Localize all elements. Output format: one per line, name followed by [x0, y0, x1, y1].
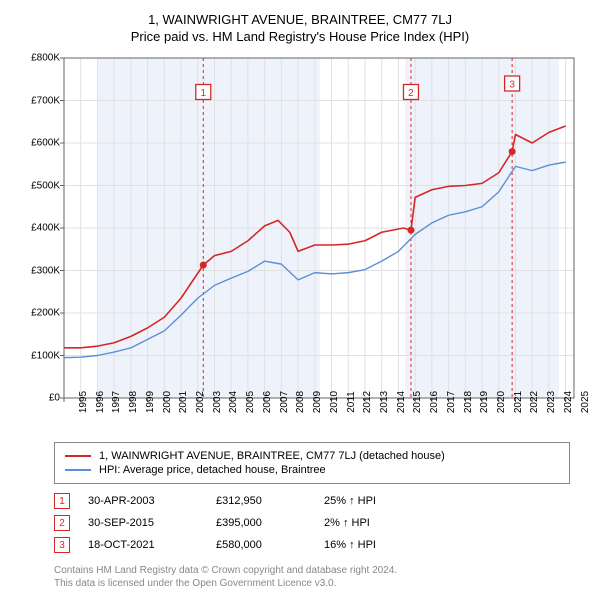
legend-swatch: [65, 469, 91, 471]
event-price: £312,950: [216, 495, 306, 507]
event-date: 30-SEP-2015: [88, 517, 198, 529]
legend-label: 1, WAINWRIGHT AVENUE, BRAINTREE, CM77 7L…: [99, 450, 445, 462]
event-table: 1 30-APR-2003 £312,950 25% ↑ HPI 2 30-SEP-201…: [54, 490, 570, 556]
event-price: £580,000: [216, 539, 306, 551]
y-tick-label: £800K: [31, 53, 60, 64]
legend-swatch: [65, 455, 91, 457]
line-chart: 1 2 3: [20, 52, 580, 404]
chart-title: 1, WAINWRIGHT AVENUE, BRAINTREE, CM77 7L…: [10, 12, 590, 27]
x-tick-label: 2025: [566, 391, 591, 413]
event-row: 2 30-SEP-2015 £395,000 2% ↑ HPI: [54, 512, 570, 534]
event-row: 3 18-OCT-2021 £580,000 16% ↑ HPI: [54, 534, 570, 556]
chart-container: 1 2 3 £0 £100K £200K £300K £400K £500K £600K £700…: [20, 52, 580, 432]
footer-line-1: Contains HM Land Registry data © Crown c…: [54, 564, 570, 577]
svg-text:2: 2: [408, 88, 414, 99]
y-tick-label: £0: [49, 393, 60, 404]
footer-line-2: This data is licensed under the Open Gov…: [54, 577, 570, 590]
legend-item: HPI: Average price, detached house, Brai…: [65, 463, 559, 477]
y-tick-label: £700K: [31, 95, 60, 106]
event-badge: 2: [54, 515, 70, 531]
event-price: £395,000: [216, 517, 306, 529]
event-delta: 2% ↑ HPI: [324, 517, 424, 529]
legend: 1, WAINWRIGHT AVENUE, BRAINTREE, CM77 7L…: [54, 442, 570, 484]
event-badge: 1: [54, 493, 70, 509]
legend-item: 1, WAINWRIGHT AVENUE, BRAINTREE, CM77 7L…: [65, 449, 559, 463]
y-tick-label: £600K: [31, 138, 60, 149]
y-tick-label: £100K: [31, 350, 60, 361]
attribution: Contains HM Land Registry data © Crown c…: [54, 564, 570, 590]
svg-text:1: 1: [201, 88, 207, 99]
y-tick-label: £300K: [31, 265, 60, 276]
legend-label: HPI: Average price, detached house, Brai…: [99, 464, 326, 476]
event-row: 1 30-APR-2003 £312,950 25% ↑ HPI: [54, 490, 570, 512]
y-tick-label: £500K: [31, 180, 60, 191]
event-delta: 16% ↑ HPI: [324, 539, 424, 551]
event-delta: 25% ↑ HPI: [324, 495, 424, 507]
chart-subtitle: Price paid vs. HM Land Registry's House …: [10, 29, 590, 44]
svg-text:3: 3: [509, 80, 515, 91]
event-badge: 3: [54, 537, 70, 553]
y-tick-label: £200K: [31, 308, 60, 319]
event-date: 30-APR-2003: [88, 495, 198, 507]
y-tick-label: £400K: [31, 223, 60, 234]
event-date: 18-OCT-2021: [88, 539, 198, 551]
